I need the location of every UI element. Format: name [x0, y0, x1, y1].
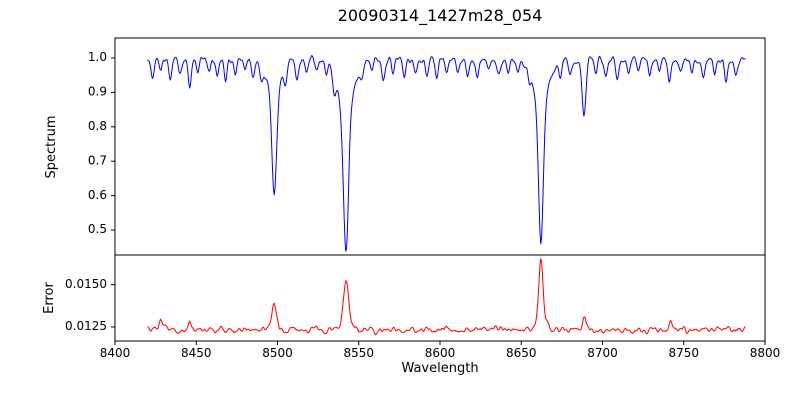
plot-title: 20090314_1427m28_054 [337, 6, 543, 25]
y-axis-label-spectrum: Spectrum [44, 115, 59, 179]
y-axis-label-error: Error [42, 282, 57, 314]
x-axis-label: Wavelength [401, 361, 479, 376]
